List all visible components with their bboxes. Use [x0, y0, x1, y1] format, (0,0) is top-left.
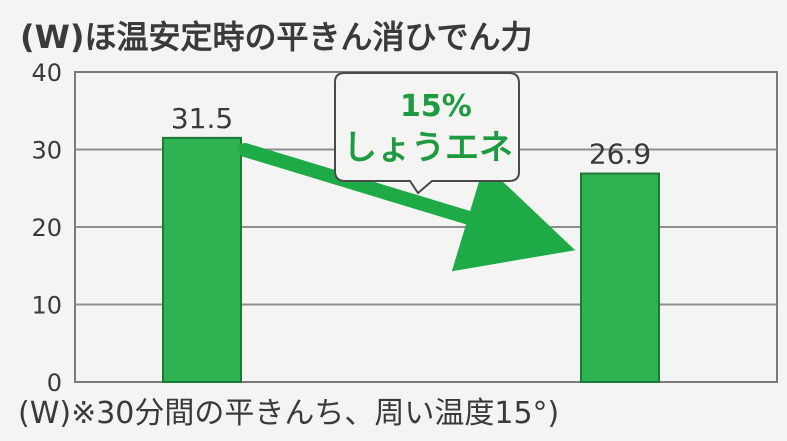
y-axis-ticks: 0 10 20 30 40	[31, 59, 62, 397]
callout-percent: 15%	[400, 89, 472, 124]
y-tick-label: 0	[47, 369, 62, 397]
bar	[580, 172, 660, 383]
y-tick-label: 30	[31, 137, 62, 165]
data-labels: 31.5 26.9	[171, 102, 651, 171]
chart-title: (W)ほ温安定時の平きん消ひでん力	[20, 18, 533, 56]
callout-text: しょうエネ	[343, 128, 513, 168]
savings-arrow	[238, 143, 576, 272]
callout-bubble	[334, 72, 520, 195]
chart-footnote: (W)※30分間の平きんち、周い温度15°)	[18, 396, 559, 431]
data-label: 26.9	[589, 138, 651, 171]
y-tick-label: 20	[31, 214, 62, 242]
y-tick-label: 40	[31, 59, 62, 87]
data-label: 31.5	[171, 102, 233, 135]
savings-annotation: 15% しょうエネ	[238, 72, 576, 272]
bars	[162, 136, 660, 383]
y-tick-label: 10	[31, 292, 62, 320]
bar	[162, 136, 242, 383]
